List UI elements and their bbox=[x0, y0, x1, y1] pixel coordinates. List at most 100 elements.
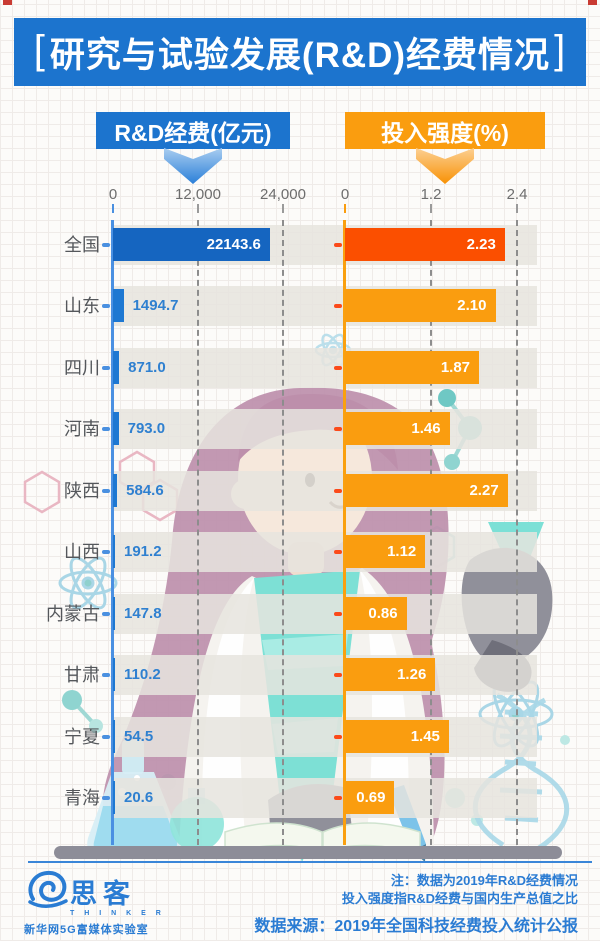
category-tick-red bbox=[334, 550, 342, 555]
category-tick-blue bbox=[102, 550, 110, 555]
row-band bbox=[113, 778, 537, 819]
rd-expenditure-bar bbox=[113, 473, 118, 507]
category-label: 山东 bbox=[64, 296, 100, 317]
left-axis-tick-1: 12,000 bbox=[175, 186, 221, 203]
row-band bbox=[113, 532, 537, 573]
rd-expenditure-bar bbox=[113, 596, 115, 630]
intensity-value-label: 1.87 bbox=[440, 358, 471, 376]
intensity-value-label: 2.27 bbox=[469, 481, 499, 499]
category-label: 全国 bbox=[64, 235, 100, 255]
row-band bbox=[113, 593, 537, 634]
intensity-bar: 0.69 bbox=[345, 781, 395, 815]
category-tick-red bbox=[334, 734, 342, 739]
chart-row: 河南 793.0 1.46 bbox=[0, 409, 600, 449]
intensity-value-label: 1.46 bbox=[411, 420, 441, 438]
chart-row: 山东 1494.7 2.10 bbox=[0, 286, 600, 326]
note-2: 投入强度指R&D经费与国内生产总值之比 bbox=[341, 891, 578, 906]
chart-row: 全国 22143.6 2.23 bbox=[0, 225, 600, 265]
title-bracket-left: [ bbox=[33, 27, 46, 72]
axis-tickmark bbox=[516, 204, 518, 213]
category-label: 河南 bbox=[64, 419, 100, 440]
data-source: 数据来源：2019年全国科技经费投入统计公报 bbox=[254, 918, 578, 935]
rd-expenditure-bar bbox=[113, 289, 124, 323]
gridline-2.4 bbox=[516, 220, 518, 845]
title-text: 研究与试验发展(R&D)经费情况 bbox=[49, 35, 551, 75]
corner-mark-right bbox=[588, 0, 597, 5]
rd-value-label-outside: 191.2 bbox=[124, 543, 162, 561]
legend-intensity-label: 投入强度(%) bbox=[381, 119, 509, 146]
title-bracket-right: ] bbox=[554, 27, 567, 72]
intensity-bar: 2.27 bbox=[345, 473, 508, 507]
intensity-bar: 1.87 bbox=[345, 350, 480, 384]
intensity-bar: 1.45 bbox=[345, 719, 449, 753]
row-band bbox=[113, 409, 537, 450]
right-axis-tick-1: 1.2 bbox=[420, 186, 442, 203]
axis-tickmark bbox=[197, 204, 199, 213]
intensity-value-label: 2.23 bbox=[466, 236, 496, 253]
right-axis-tick-2: 2.4 bbox=[506, 186, 528, 203]
thinker-spiral-icon bbox=[28, 870, 68, 908]
intensity-value-label: 1.12 bbox=[387, 543, 417, 561]
category-tick-red bbox=[334, 365, 342, 370]
category-tick-red bbox=[334, 611, 342, 616]
category-tick-blue bbox=[102, 365, 110, 370]
category-tick-red bbox=[334, 304, 342, 309]
gridline-12000 bbox=[197, 220, 199, 845]
rd-expenditure-bar bbox=[113, 350, 120, 384]
footer-divider bbox=[28, 861, 592, 863]
intensity-bar: 2.23 bbox=[345, 228, 505, 261]
intensity-value-label: 0.69 bbox=[356, 789, 386, 807]
intensity-value-label: 1.26 bbox=[397, 666, 427, 684]
gridline-24000 bbox=[282, 220, 284, 845]
rd-expenditure-bar bbox=[113, 719, 115, 753]
corner-mark-left bbox=[3, 0, 12, 5]
intensity-bar: 1.12 bbox=[345, 535, 426, 569]
category-label: 宁夏 bbox=[64, 726, 100, 747]
category-label: 内蒙古 bbox=[46, 603, 100, 624]
rd-expenditure-bar bbox=[113, 535, 115, 569]
intensity-bar: 0.86 bbox=[345, 596, 407, 630]
rd-value-label-outside: 584.6 bbox=[126, 481, 164, 499]
axis-tickmark bbox=[344, 204, 346, 213]
chart-row: 陕西 584.6 2.27 bbox=[0, 471, 600, 511]
right-axis-line bbox=[343, 220, 346, 845]
legend-rd-expenditure: R&D经费(亿元) bbox=[96, 112, 290, 149]
row-band bbox=[113, 716, 537, 757]
logo-en: T H I N K E R bbox=[70, 910, 165, 917]
left-axis-tick-2: 24,000 bbox=[260, 186, 306, 203]
category-label: 陕西 bbox=[64, 480, 100, 501]
legend-rd-label: R&D经费(亿元) bbox=[114, 119, 272, 146]
category-tick-blue bbox=[102, 796, 110, 801]
note-1: 注：数据为2019年R&D经费情况 bbox=[390, 873, 578, 888]
category-label: 青海 bbox=[64, 788, 100, 809]
rd-expenditure-bar: 22143.6 bbox=[113, 228, 270, 261]
orange-down-arrow-icon bbox=[416, 148, 474, 184]
intensity-bar: 1.26 bbox=[345, 658, 436, 692]
intensity-value-label: 1.45 bbox=[410, 727, 440, 745]
blue-down-arrow-icon bbox=[164, 148, 222, 184]
chart-row: 山西 191.2 1.12 bbox=[0, 532, 600, 572]
chart-row: 宁夏 54.5 1.45 bbox=[0, 717, 600, 757]
axis-tickmark bbox=[112, 204, 114, 213]
category-tick-blue bbox=[102, 611, 110, 616]
category-tick-red bbox=[334, 427, 342, 432]
intensity-value-label: 0.86 bbox=[368, 604, 398, 622]
category-label: 四川 bbox=[64, 357, 100, 378]
legend-intensity: 投入强度(%) bbox=[345, 112, 545, 149]
chart-row: 青海 20.6 0.69 bbox=[0, 778, 600, 818]
logo-name: 思客 bbox=[70, 879, 136, 909]
rd-value-label-outside: 871.0 bbox=[128, 358, 166, 376]
rd-value-label-outside: 110.2 bbox=[124, 666, 161, 684]
intensity-bar: 1.46 bbox=[345, 412, 450, 446]
intensity-bar: 2.10 bbox=[345, 289, 496, 323]
rd-expenditure-bar bbox=[113, 412, 119, 446]
logo-subtitle: 新华网5G富媒体实验室 bbox=[24, 924, 149, 936]
category-tick-blue bbox=[102, 734, 110, 739]
category-tick-red bbox=[334, 673, 342, 678]
thinker-logo: 思客 T H I N K E R 新华网5G富媒体实验室 bbox=[24, 869, 174, 937]
footnotes: 注：数据为2019年R&D经费情况 投入强度指R&D经费与国内生产总值之比 数据… bbox=[254, 872, 578, 936]
rd-value-label-outside: 793.0 bbox=[127, 420, 166, 438]
category-tick-blue bbox=[102, 243, 110, 247]
